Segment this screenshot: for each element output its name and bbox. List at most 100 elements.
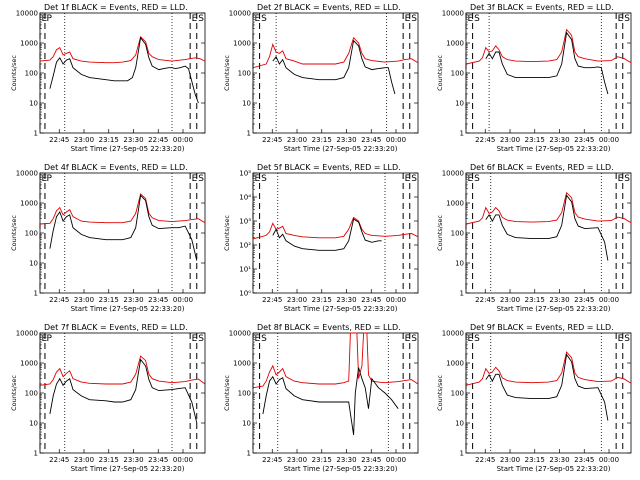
x-tick-label: 23:45 [574,296,594,304]
x-axis-label: Start Time (27-Sep-05 22:33:20) [71,145,185,153]
x-tick-label: 23:45 [361,296,381,304]
y-tick-label: 1000 [446,200,464,208]
y-tick-label: 10⁰ [239,290,251,298]
y-tick-label: 100 [451,390,464,398]
chart-title: Det 4f BLACK = Events, RED = LLD. [44,163,188,172]
y-tick-label: 100 [238,70,251,78]
series-line-lld [252,216,419,240]
x-tick-label: 23:00 [500,456,520,464]
x-tick-label: 00:00 [599,456,619,464]
series-line-events [485,353,609,421]
x-tick-label: 23:45 [361,136,381,144]
chart-panel-4f: Det 4f BLACK = Events, RED = LLD. 1 10 100 1… [10,163,206,313]
series-line-lld [252,36,419,69]
x-tick-label: 23:45 [574,456,594,464]
x-tick-label: 23:45 [148,296,168,304]
series-line-lld [465,28,632,65]
series-line-lld [252,332,419,389]
y-tick-label: 100 [25,70,38,78]
time-marker-label: S [198,334,204,344]
x-axis-label: Start Time (27-Sep-05 22:33:20) [284,145,398,153]
time-marker-label: P [46,14,52,24]
x-axis-label: Start Time (27-Sep-05 22:33:20) [71,305,185,313]
series-line-events [49,36,199,104]
x-tick-label: 22:45 [262,136,282,144]
y-tick-label: 10 [455,100,464,108]
time-marker-label: S [624,14,630,24]
x-axis-label: Start Time (27-Sep-05 22:33:20) [497,145,611,153]
y-tick-label: 10000 [229,10,251,18]
x-axis-label: Start Time (27-Sep-05 22:33:20) [284,305,398,313]
x-tick-label: 00:00 [599,296,619,304]
y-axis-label: Counts/sec [10,375,18,411]
x-axis-label: Start Time (27-Sep-05 22:33:20) [71,465,185,473]
x-tick-label: 23:30 [549,456,569,464]
series-line-lld [39,36,206,64]
time-marker-label: E [618,174,624,184]
y-tick-label: 1 [247,130,251,138]
time-marker-label: S [198,174,204,184]
series-line-lld [465,191,632,225]
chart-title: Det 9f BLACK = Events, RED = LLD. [470,323,614,332]
x-tick-label: 23:00 [74,136,94,144]
x-tick-label: 23:15 [99,296,119,304]
x-tick-label: 23:15 [312,296,332,304]
time-marker-label: E [405,14,411,24]
y-tick-label: 1 [34,450,38,458]
x-tick-label: 23:00 [500,136,520,144]
time-marker-label: S [474,334,480,344]
chart-panel-8f: Det 8f BLACK = Events, RED = LLD. 1 10 100 1… [223,323,419,473]
time-marker-label: S [474,174,480,184]
x-tick-label: 23:00 [74,296,94,304]
x-tick-label: 00:00 [173,456,193,464]
y-tick-label: 1 [34,130,38,138]
chart-title: Det 6f BLACK = Events, RED = LLD. [470,163,614,172]
time-marker-label: S [261,334,267,344]
x-tick-label: 00:00 [173,136,193,144]
x-tick-label: 23:00 [287,136,307,144]
series-line-events [49,194,198,261]
x-tick-label: 23:00 [287,296,307,304]
y-tick-label: 1 [247,450,251,458]
x-axis-label: Start Time (27-Sep-05 22:33:20) [497,465,611,473]
x-tick-label: 23:00 [74,456,94,464]
y-tick-label: 10 [455,420,464,428]
y-tick-label: 10000 [16,330,38,338]
y-tick-label: 1000 [233,360,251,368]
series-line-lld [465,351,632,386]
x-tick-label: 22:45 [148,136,168,144]
y-tick-label: 1000 [20,360,38,368]
y-tick-label: 10000 [229,330,251,338]
y-tick-label: 1000 [20,40,38,48]
y-tick-label: 100 [25,390,38,398]
time-marker-label: E [255,174,261,184]
time-marker-label: E [192,14,198,24]
x-tick-label: 23:30 [336,296,356,304]
x-tick-label: 23:30 [549,296,569,304]
x-tick-label: 23:45 [148,456,168,464]
y-tick-label: 10¹ [239,266,251,274]
x-tick-label: 23:00 [500,296,520,304]
y-tick-label: 100 [451,70,464,78]
x-tick-label: 22:45 [475,456,495,464]
time-marker-label: P [46,174,52,184]
x-tick-label: 23:00 [287,456,307,464]
x-tick-label: 22:45 [262,456,282,464]
y-tick-label: 100 [451,230,464,238]
y-tick-label: 1000 [446,360,464,368]
x-tick-label: 00:00 [386,456,406,464]
time-marker-label: E [255,14,261,24]
chart-panel-2f: Det 2f BLACK = Events, RED = LLD. 1 10 100 1… [223,3,419,153]
y-tick-label: 1 [460,290,464,298]
chart-title: Det 7f BLACK = Events, RED = LLD. [44,323,188,332]
x-tick-label: 22:45 [475,296,495,304]
time-marker-label: S [411,14,417,24]
y-tick-label: 10 [29,100,38,108]
x-tick-label: 23:30 [123,296,143,304]
y-tick-label: 1000 [233,40,251,48]
y-tick-label: 100 [238,390,251,398]
chart-title: Det 8f BLACK = Events, RED = LLD. [257,323,401,332]
series-line-lld [39,193,206,225]
